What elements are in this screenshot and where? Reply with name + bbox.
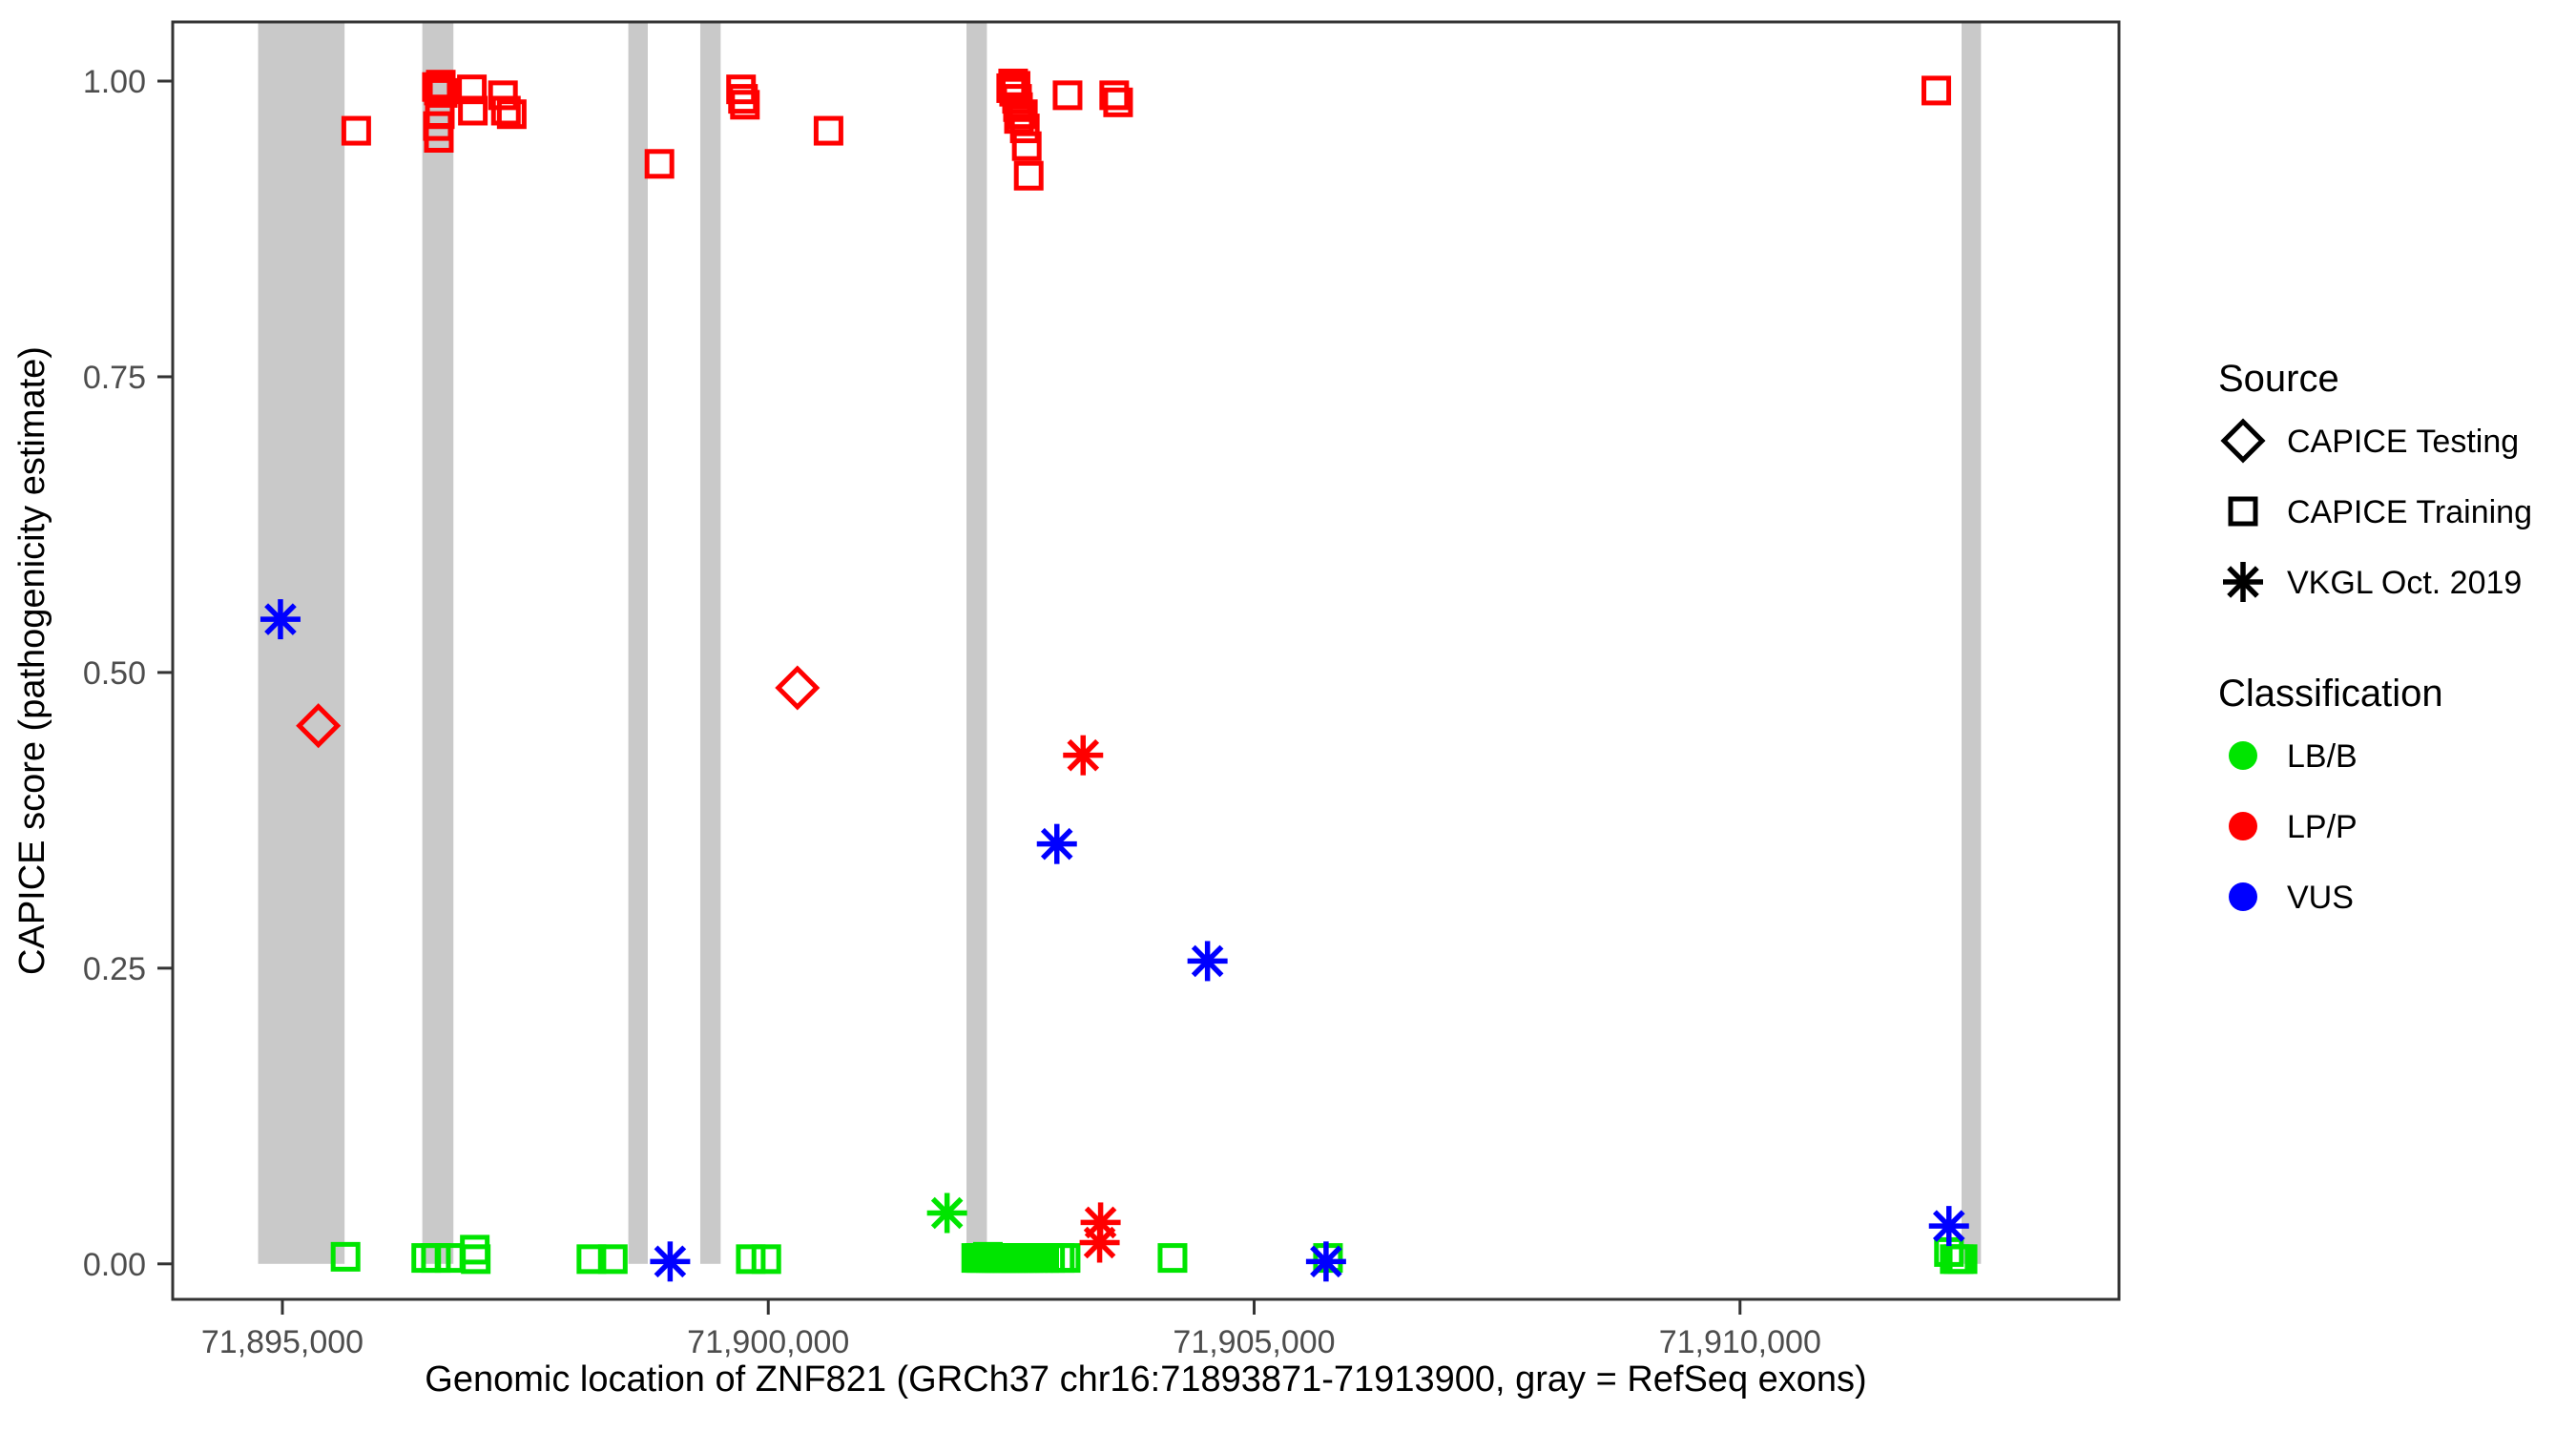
exon-band (699, 22, 721, 1264)
marker-diamond-open-icon (296, 703, 342, 749)
marker-square-open-icon (1050, 1243, 1081, 1274)
marker-square-open-icon (425, 99, 455, 130)
exon-band (422, 22, 454, 1264)
marker-square-open-icon (736, 1244, 766, 1275)
marker-square-open-icon (490, 95, 521, 126)
data-series (341, 68, 1952, 191)
marker-square-open-icon (813, 115, 843, 146)
marker-asterisk-icon (260, 599, 301, 640)
exon-band (966, 22, 987, 1264)
legend-item-label: LP/P (2287, 809, 2358, 845)
marker-asterisk-icon (1305, 1241, 1346, 1282)
legend-item[interactable]: LP/P (2229, 809, 2358, 845)
marker-square-open-icon (2228, 496, 2258, 527)
marker-square-open-icon (1009, 114, 1040, 144)
marker-square-open-icon (341, 115, 371, 146)
legend-item-label: LB/B (2287, 738, 2358, 775)
marker-square-open-icon (1052, 80, 1083, 111)
legend-group: Source CAPICE Testing CAPICE Training VKGL … (2218, 358, 2532, 916)
y-tick-label: 0.25 (83, 951, 146, 987)
legend-item[interactable]: CAPICE Testing (2220, 418, 2519, 464)
legend-item[interactable]: LB/B (2229, 738, 2358, 775)
marker-square-open-icon (427, 77, 458, 108)
axis-titles: Genomic location of ZNF821 (GRCh37 chr16… (12, 346, 1867, 1400)
x-tick-label: 71,905,000 (1173, 1324, 1335, 1360)
legend-title: Source (2218, 358, 2339, 400)
y-axis-title: CAPICE score (pathogenicity estimate) (12, 346, 52, 975)
data-series (926, 1192, 967, 1234)
marker-square-open-icon (730, 90, 760, 120)
legend-item-label: CAPICE Training (2287, 494, 2532, 530)
y-axis-ticks: 0.00 0.25 0.50 0.75 1.00 (83, 64, 173, 1283)
marker-diamond-open-icon (2220, 418, 2266, 464)
marker-dot-icon (2229, 812, 2257, 840)
x-axis-title: Genomic location of ZNF821 (GRCh37 chr16… (425, 1359, 1866, 1400)
marker-dot-icon (2229, 741, 2257, 770)
marker-square-open-icon (457, 74, 488, 105)
marker-square-open-icon (751, 1244, 781, 1275)
data-series (330, 1234, 1978, 1275)
legend-item-label: CAPICE Testing (2287, 424, 2519, 460)
y-tick-label: 0.75 (83, 360, 146, 396)
legend-item[interactable]: CAPICE Training (2228, 494, 2532, 530)
x-tick-label: 71,910,000 (1659, 1324, 1821, 1360)
marker-square-open-icon (1099, 80, 1130, 111)
legend-item-label: VUS (2287, 880, 2354, 916)
panel-border (171, 20, 2121, 1301)
y-tick-label: 1.00 (83, 64, 146, 100)
marker-square-open-icon (461, 1244, 491, 1275)
data-series (1063, 735, 1121, 1263)
marker-square-open-icon (1947, 1244, 1978, 1275)
marker-asterisk-icon (650, 1241, 691, 1282)
marker-square-open-icon (576, 1244, 607, 1275)
exon-band (258, 22, 345, 1264)
marker-asterisk-icon (1928, 1206, 1969, 1247)
plot-panel-border (171, 20, 2121, 1301)
marker-square-open-icon (458, 95, 488, 126)
marker-asterisk-icon (2223, 562, 2263, 602)
marker-square-open-icon (1922, 75, 1952, 106)
legend-title: Classification (2218, 673, 2443, 715)
x-tick-label: 71,900,000 (687, 1324, 849, 1360)
marker-square-open-icon (460, 1234, 490, 1265)
marker-asterisk-icon (1079, 1222, 1120, 1263)
marker-square-open-icon (1103, 87, 1133, 117)
exon-bands (258, 22, 1982, 1264)
data-points (260, 68, 1978, 1282)
data-series (296, 665, 821, 749)
marker-asterisk-icon (1187, 941, 1228, 982)
marker-dot-icon (2229, 882, 2257, 911)
exon-band (1961, 22, 1982, 1264)
x-axis-ticks: 71,895,000 71,900,000 71,905,000 71,910,000 (201, 1299, 1821, 1360)
marker-asterisk-icon (1063, 735, 1104, 776)
marker-square-open-icon (330, 1241, 361, 1272)
marker-square-open-icon (1157, 1243, 1188, 1274)
legend-item[interactable]: VKGL Oct. 2019 (2223, 562, 2522, 602)
marker-square-open-icon (644, 149, 675, 179)
marker-square-open-icon (488, 80, 518, 111)
legend-item-label: VKGL Oct. 2019 (2287, 565, 2522, 601)
marker-asterisk-icon (1036, 823, 1077, 864)
y-tick-label: 0.00 (83, 1247, 146, 1283)
marker-square-open-icon (1011, 131, 1042, 161)
marker-square-open-icon (496, 99, 527, 130)
marker-square-open-icon (1004, 104, 1034, 135)
marker-asterisk-icon (926, 1192, 967, 1234)
marker-square-open-icon (597, 1244, 628, 1275)
data-series (260, 599, 1969, 1282)
legend-item[interactable]: VUS (2229, 880, 2354, 916)
exon-band (628, 22, 648, 1264)
y-tick-label: 0.50 (83, 655, 146, 692)
marker-square-open-icon (1013, 160, 1044, 191)
marker-diamond-open-icon (775, 665, 821, 711)
x-tick-label: 71,895,000 (201, 1324, 364, 1360)
